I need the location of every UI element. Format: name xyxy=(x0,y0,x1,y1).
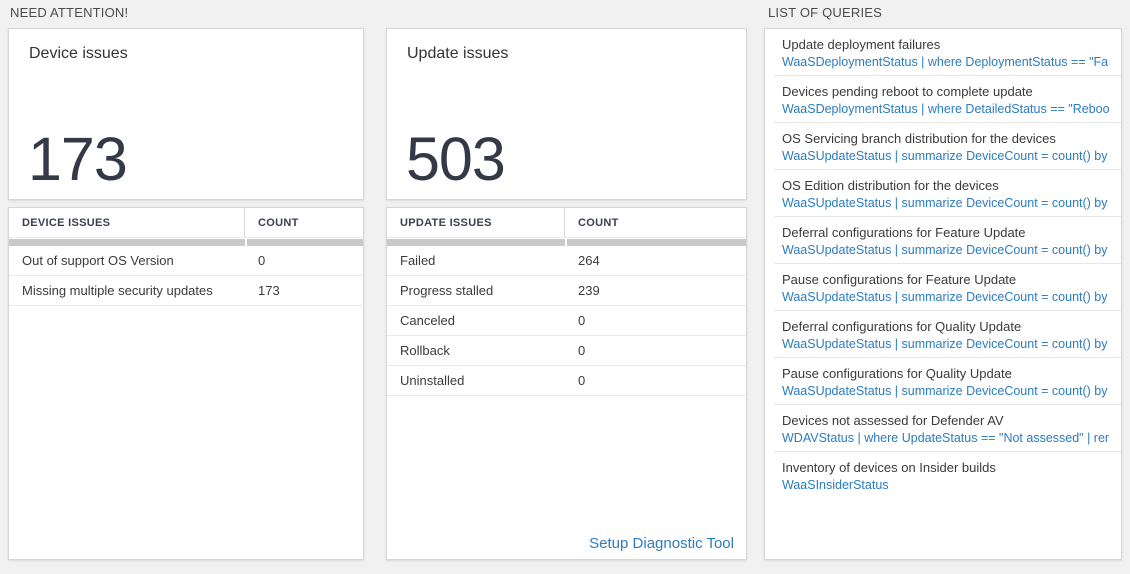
horizontal-scrollbar[interactable] xyxy=(387,239,746,246)
update-count-column-header: COUNT xyxy=(578,216,619,229)
device-issue-count: 0 xyxy=(258,253,266,268)
device-issues-column-header: DEVICE ISSUES xyxy=(9,208,245,237)
query-title: Devices not assessed for Defender AV xyxy=(782,413,1004,428)
table-row[interactable]: Missing multiple security updates 173 xyxy=(9,276,363,306)
device-issues-table-header: DEVICE ISSUES COUNT xyxy=(9,208,363,238)
update-issues-column-header: UPDATE ISSUES xyxy=(387,208,565,237)
query-text: WaaSInsiderStatus xyxy=(782,478,889,492)
query-title: Update deployment failures xyxy=(782,37,941,52)
query-title: Deferral configurations for Quality Upda… xyxy=(782,319,1022,334)
query-text: WaaSUpdateStatus | summarize DeviceCount… xyxy=(782,290,1109,304)
query-list-item[interactable]: Inventory of devices on Insider builds W… xyxy=(765,452,1121,499)
update-issue-name: Canceled xyxy=(400,313,455,328)
device-issue-count: 173 xyxy=(258,283,280,298)
table-row[interactable]: Progress stalled 239 xyxy=(387,276,746,306)
update-issues-tile-title: Update issues xyxy=(407,45,509,62)
query-list-item[interactable]: Pause configurations for Feature Update … xyxy=(765,264,1121,311)
update-issues-count: 503 xyxy=(406,125,506,193)
query-list-item[interactable]: OS Edition distribution for the devices … xyxy=(765,170,1121,217)
update-issue-count: 0 xyxy=(578,373,586,388)
update-issue-count: 0 xyxy=(578,343,586,358)
query-text: WaaSUpdateStatus | summarize DeviceCount… xyxy=(782,243,1109,257)
query-title: OS Edition distribution for the devices xyxy=(782,178,999,193)
update-issues-table-header: UPDATE ISSUES COUNT xyxy=(387,208,746,238)
horizontal-scrollbar[interactable] xyxy=(9,239,363,246)
query-text: WaaSDeploymentStatus | where DetailedSta… xyxy=(782,102,1109,116)
update-issues-tile[interactable]: Update issues 503 xyxy=(386,28,747,200)
update-issue-count: 264 xyxy=(578,253,600,268)
setup-diagnostic-tool-link[interactable]: Setup Diagnostic Tool xyxy=(589,535,734,552)
query-list-item[interactable]: OS Servicing branch distribution for the… xyxy=(765,123,1121,170)
update-issue-count: 0 xyxy=(578,313,586,328)
query-text: WDAVStatus | where UpdateStatus == "Not … xyxy=(782,431,1109,445)
list-of-queries-section-label: LIST OF QUERIES xyxy=(768,5,883,20)
query-list-item[interactable]: Deferral configurations for Feature Upda… xyxy=(765,217,1121,264)
table-row[interactable]: Rollback 0 xyxy=(387,336,746,366)
query-text: WaaSUpdateStatus | summarize DeviceCount… xyxy=(782,196,1109,210)
device-issue-name: Out of support OS Version xyxy=(22,253,174,268)
query-title: OS Servicing branch distribution for the… xyxy=(782,131,1056,146)
query-text: WaaSDeploymentStatus | where DeploymentS… xyxy=(782,55,1109,69)
table-row[interactable]: Out of support OS Version 0 xyxy=(9,246,363,276)
scrollbar-column-notch xyxy=(245,239,247,246)
device-issues-tile-title: Device issues xyxy=(29,45,128,62)
update-issue-name: Uninstalled xyxy=(400,373,465,388)
device-issue-name: Missing multiple security updates xyxy=(22,283,213,298)
query-list-item[interactable]: Pause configurations for Quality Update … xyxy=(765,358,1121,405)
query-list-item[interactable]: Deferral configurations for Quality Upda… xyxy=(765,311,1121,358)
device-count-column-header: COUNT xyxy=(258,216,299,229)
table-row[interactable]: Uninstalled 0 xyxy=(387,366,746,396)
query-title: Deferral configurations for Feature Upda… xyxy=(782,225,1026,240)
scrollbar-column-notch xyxy=(565,239,567,246)
device-issues-table: DEVICE ISSUES COUNT Out of support OS Ve… xyxy=(8,207,364,560)
query-list-item[interactable]: Devices pending reboot to complete updat… xyxy=(765,76,1121,123)
update-issue-name: Failed xyxy=(400,253,436,268)
query-list-panel: Update deployment failures WaaSDeploymen… xyxy=(764,28,1122,560)
update-issue-name: Rollback xyxy=(400,343,450,358)
query-text: WaaSUpdateStatus | summarize DeviceCount… xyxy=(782,149,1109,163)
update-issue-name: Progress stalled xyxy=(400,283,494,298)
update-issues-table: UPDATE ISSUES COUNT Failed 264 Progress … xyxy=(386,207,747,560)
update-issue-count: 239 xyxy=(578,283,600,298)
device-issues-tile[interactable]: Device issues 173 xyxy=(8,28,364,200)
table-row[interactable]: Failed 264 xyxy=(387,246,746,276)
query-title: Inventory of devices on Insider builds xyxy=(782,460,996,475)
query-title: Pause configurations for Feature Update xyxy=(782,272,1017,287)
need-attention-section-label: NEED ATTENTION! xyxy=(10,5,129,20)
query-title: Pause configurations for Quality Update xyxy=(782,366,1012,381)
query-list-item[interactable]: Devices not assessed for Defender AV WDA… xyxy=(765,405,1121,452)
query-title: Devices pending reboot to complete updat… xyxy=(782,84,1033,99)
query-text: WaaSUpdateStatus | summarize DeviceCount… xyxy=(782,384,1109,398)
device-issues-count: 173 xyxy=(28,125,128,193)
query-text: WaaSUpdateStatus | summarize DeviceCount… xyxy=(782,337,1109,351)
table-row[interactable]: Canceled 0 xyxy=(387,306,746,336)
query-list-item[interactable]: Update deployment failures WaaSDeploymen… xyxy=(765,29,1121,76)
